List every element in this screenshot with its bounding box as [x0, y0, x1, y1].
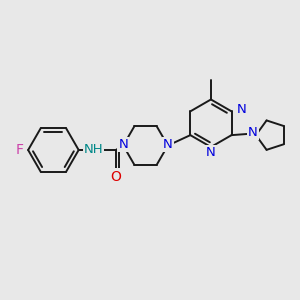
Text: N: N: [248, 126, 258, 139]
Text: N: N: [118, 138, 128, 151]
Text: N: N: [163, 138, 173, 151]
Text: F: F: [16, 143, 24, 157]
Text: O: O: [111, 169, 121, 182]
Text: NH: NH: [84, 143, 103, 157]
Text: F: F: [16, 143, 24, 157]
Text: O: O: [110, 170, 121, 184]
Text: N: N: [206, 146, 216, 160]
Text: N: N: [237, 103, 247, 116]
Text: NH: NH: [84, 143, 103, 156]
